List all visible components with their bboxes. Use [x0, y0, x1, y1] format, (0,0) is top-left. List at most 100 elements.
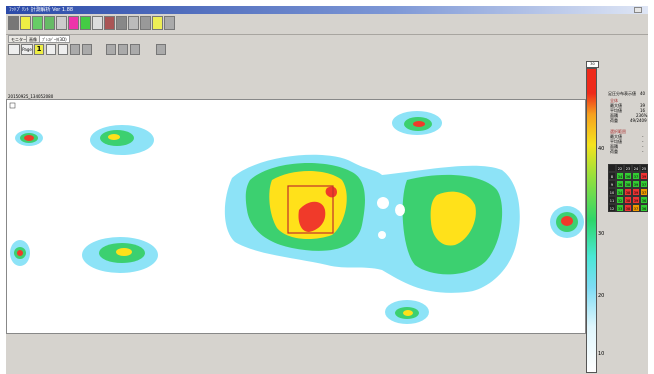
stat-value: - — [642, 144, 644, 149]
lock-icon[interactable] — [116, 16, 127, 30]
next-page-button[interactable] — [46, 44, 56, 55]
tab-image[interactable]: 画像 — [26, 35, 40, 43]
stat-value: 39 — [640, 103, 646, 108]
last-page-button[interactable] — [58, 44, 68, 55]
grid-cell: 39 — [640, 172, 648, 180]
page-number: 1 — [34, 44, 44, 55]
blob-top-mid — [90, 125, 154, 155]
grid-cell: 39 — [632, 188, 640, 196]
close-button[interactable] — [634, 7, 642, 13]
blob-foot-main — [224, 154, 520, 293]
grid-cell: 36 — [640, 196, 648, 204]
search-icon[interactable] — [92, 16, 103, 30]
checkbox[interactable] — [9, 102, 16, 109]
grid-cell: 36 — [640, 204, 648, 212]
blob-right-bottom — [385, 300, 429, 324]
title-bar: ﾌｯﾄﾌﾟﾘﾝﾄ 計測解析 Ver 1.88 — [6, 6, 648, 14]
main-toolbar — [6, 14, 648, 35]
stat-label: 面積 — [610, 113, 618, 118]
print-icon[interactable] — [128, 16, 139, 30]
grid-row-header: 8 — [608, 172, 616, 180]
grid-cell: 37 — [640, 188, 648, 196]
stat-value: - — [642, 139, 644, 144]
foot-icon[interactable] — [32, 16, 43, 30]
grid-corner — [608, 164, 616, 172]
stat-label: 最大値 — [610, 134, 622, 139]
section-total: 全体 — [610, 98, 618, 103]
stat-value: 49/2409 — [630, 118, 647, 123]
grid-cell: 34 — [616, 188, 624, 196]
scale-top-value: 30 — [586, 61, 599, 68]
grid-cell: 36 — [616, 180, 624, 188]
section-selection: 選択範囲 — [610, 129, 626, 134]
tab-press-data[interactable]: ﾌﾟﾚｽﾃﾞｰﾀ(3D) — [39, 35, 70, 43]
zoom-button[interactable] — [70, 44, 80, 55]
panel-title: 足圧分布表示値 — [608, 91, 636, 96]
stat-label: 平均値 — [610, 108, 622, 113]
open-icon[interactable] — [8, 16, 19, 30]
pressure-map-view[interactable] — [6, 99, 586, 334]
grid-cell: 37 — [632, 204, 640, 212]
grid-cell: 34 — [616, 172, 624, 180]
grid-row-header: 12 — [608, 204, 616, 212]
stat-label: 平均値 — [610, 139, 622, 144]
blob-right-top — [392, 111, 442, 135]
grid-cell: 32 — [616, 196, 624, 204]
grid-cell: 37 — [640, 180, 648, 188]
selection-rectangle[interactable] — [287, 185, 334, 234]
scale-label-20: 20 — [598, 293, 605, 299]
sub-toolbar: Page 1 — [6, 43, 648, 57]
help-icon[interactable] — [152, 16, 163, 30]
grid-cell: 37 — [632, 172, 640, 180]
grid-row-header: 9 — [608, 180, 616, 188]
scale-gradient — [586, 68, 597, 373]
settings-icon[interactable] — [104, 16, 115, 30]
file-name: 20150925_134052080 — [8, 94, 54, 99]
window-title: ﾌｯﾄﾌﾟﾘﾝﾄ 計測解析 Ver 1.88 — [9, 7, 74, 13]
folder-icon[interactable] — [20, 16, 31, 30]
scale-label-10: 10 — [598, 351, 605, 357]
tool-icon[interactable] — [56, 16, 67, 30]
stat-value: 16 — [640, 108, 646, 113]
color-scale: 30 40 30 20 10 — [586, 61, 604, 373]
grid-col-header: 22 — [616, 164, 624, 172]
prev-button[interactable] — [8, 44, 20, 55]
stat-value: 236% — [636, 113, 648, 118]
stat-value: - — [642, 134, 644, 139]
panel-title-value: 40 — [640, 91, 646, 96]
grid-row-header: 11 — [608, 196, 616, 204]
grid-cell: 33 — [616, 204, 624, 212]
edit-icon[interactable] — [140, 16, 151, 30]
blob-far-right — [550, 206, 584, 238]
blob-top-left — [15, 130, 43, 146]
export-button[interactable] — [156, 44, 166, 55]
scale-label-40: 40 — [598, 146, 605, 152]
copy-button[interactable] — [106, 44, 116, 55]
scale-label-30: 30 — [598, 231, 605, 237]
grid-col-header: 24 — [632, 164, 640, 172]
grid-cell: 38 — [624, 188, 632, 196]
measure-icon[interactable] — [44, 16, 55, 30]
grid-cell: 39 — [632, 196, 640, 204]
grid-cell: 36 — [624, 172, 632, 180]
exit-icon[interactable] — [164, 16, 175, 30]
grid-icon[interactable] — [80, 16, 91, 30]
grid-cell: 38 — [624, 204, 632, 212]
pressure-heatmap — [9, 102, 584, 324]
view-button[interactable] — [82, 44, 92, 55]
grid-cell: 39 — [632, 180, 640, 188]
stat-label: 面積 — [610, 144, 618, 149]
grid-row-header: 10 — [608, 188, 616, 196]
delete-button[interactable] — [130, 44, 140, 55]
blob-bottom-mid — [82, 237, 158, 273]
stat-label: 荷重 — [610, 118, 618, 123]
grid-col-header: 23 — [624, 164, 632, 172]
paste-button[interactable] — [118, 44, 128, 55]
color-icon[interactable] — [68, 16, 79, 30]
page-label: Page — [21, 44, 33, 55]
grid-cell: 38 — [624, 180, 632, 188]
stat-label: 最大値 — [610, 103, 622, 108]
stat-label: 荷重 — [610, 149, 618, 154]
grid-col-header: 25 — [640, 164, 648, 172]
app-window: ﾌｯﾄﾌﾟﾘﾝﾄ 計測解析 Ver 1.88 モニター 画像 ﾌﾟﾚｽﾃﾞｰﾀ(… — [6, 6, 648, 374]
